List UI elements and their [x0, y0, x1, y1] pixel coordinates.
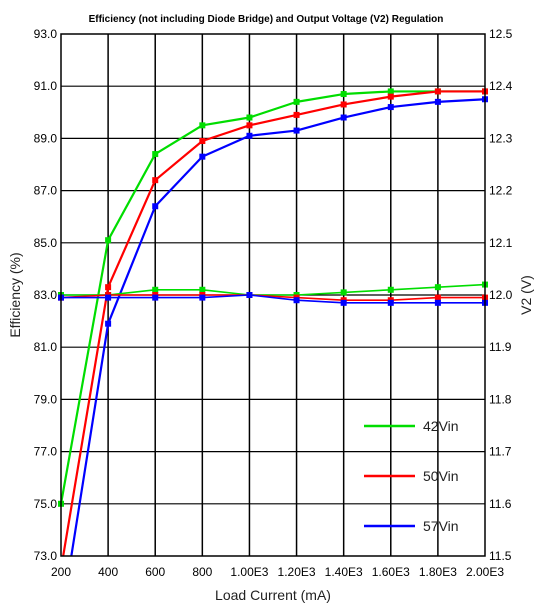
data-point-voltage-57vin: [152, 294, 159, 301]
data-point-efficiency-50vin: [199, 138, 206, 145]
data-point-efficiency-50vin: [152, 177, 159, 184]
y-left-tick-label: 93.0: [34, 27, 58, 41]
series-line-efficiency-42vin: [61, 90, 485, 504]
x-axis-ticks: 200 400 600 800 1.00E3 1.20E3 1.40E3 1.60E3 1.80…: [51, 565, 504, 579]
x-tick-label: 600: [145, 565, 165, 579]
y-right-tick-label: 11.5: [489, 549, 512, 563]
data-point-voltage-57vin: [387, 299, 394, 306]
y-left-tick-label: 89.0: [34, 131, 58, 145]
data-point-voltage-57vin: [199, 294, 206, 301]
series-line-voltage-50vin: [61, 294, 485, 302]
data-point-efficiency-42vin: [387, 88, 394, 95]
data-point-efficiency-42vin: [293, 98, 300, 105]
legend-label-57vin: 57Vin: [423, 518, 459, 534]
x-tick-label: 200: [51, 565, 71, 579]
y-right-tick-label: 11.9: [489, 340, 512, 354]
y-right-tick-label: 12.3: [489, 131, 513, 145]
x-axis-label: Load Current (mA): [215, 587, 331, 603]
series-clip-group: [61, 90, 485, 556]
series-line-voltage-57vin: [61, 294, 485, 304]
data-point-efficiency-57vin: [387, 104, 394, 111]
y-left-tick-label: 73.0: [34, 549, 58, 563]
chart-title: Efficiency (not including Diode Bridge) …: [89, 14, 444, 25]
series-line-efficiency-50vin: [62, 90, 485, 556]
series-line-voltage-42vin: [61, 283, 485, 296]
data-point-efficiency-50vin: [246, 122, 253, 129]
y-left-tick-label: 91.0: [34, 79, 58, 93]
data-point-efficiency-42vin: [246, 114, 253, 121]
data-point-voltage-57vin: [293, 297, 300, 304]
data-point-voltage-57vin: [105, 294, 112, 301]
data-point-efficiency-57vin: [152, 203, 159, 210]
data-point-efficiency-57vin: [246, 132, 253, 139]
y-left-tick-label: 77.0: [34, 445, 58, 459]
data-point-efficiency-50vin: [293, 111, 300, 118]
data-point-efficiency-42vin: [105, 237, 112, 244]
data-point-efficiency-57vin: [434, 98, 441, 105]
data-point-efficiency-50vin: [340, 101, 347, 108]
y-left-tick-label: 75.0: [34, 497, 58, 511]
y-right-tick-label: 11.8: [489, 392, 512, 406]
data-point-efficiency-57vin: [199, 153, 206, 160]
x-tick-label: 1.80E3: [419, 565, 457, 579]
data-point-voltage-42vin: [340, 289, 347, 296]
y-right-axis-label: V2 (V): [518, 275, 534, 315]
x-tick-label: 400: [98, 565, 118, 579]
y-left-tick-label: 85.0: [34, 236, 58, 250]
x-tick-label: 1.00E3: [230, 565, 268, 579]
data-point-efficiency-57vin: [293, 127, 300, 134]
y-left-axis-label: Efficiency (%): [7, 252, 23, 337]
data-point-efficiency-57vin: [340, 114, 347, 121]
y-left-tick-label: 83.0: [34, 288, 58, 302]
data-point-voltage-50vin: [434, 294, 441, 301]
y-right-tick-label: 12.5: [489, 27, 513, 41]
data-point-voltage-57vin: [434, 299, 441, 306]
data-point-efficiency-42vin: [152, 151, 159, 158]
data-point-voltage-42vin: [199, 286, 206, 293]
data-point-efficiency-50vin: [434, 88, 441, 95]
y-left-tick-label: 79.0: [34, 392, 58, 406]
data-point-voltage-57vin: [246, 292, 253, 298]
data-point-voltage-42vin: [387, 286, 394, 293]
y-left-tick-label: 87.0: [34, 184, 58, 198]
y-right-tick-label: 12.2: [489, 184, 513, 198]
x-tick-label: 800: [192, 565, 212, 579]
data-point-voltage-42vin: [434, 284, 441, 291]
y-left-axis-ticks: 73.0 75.0 77.0 79.0 81.0 83.0 85.0 87.0 89.0 91.0…: [34, 27, 58, 563]
data-point-efficiency-50vin: [387, 93, 394, 100]
data-point-efficiency-57vin: [105, 320, 112, 327]
x-tick-label: 2.00E3: [466, 565, 504, 579]
y-right-tick-label: 12.0: [489, 288, 513, 302]
y-left-tick-label: 81.0: [34, 340, 58, 354]
y-right-axis-ticks: 11.5 11.6 11.7 11.8 11.9 12.0 12.1 12.2 12.3 12.4…: [489, 27, 513, 563]
data-point-efficiency-50vin: [105, 284, 112, 291]
y-right-tick-label: 11.6: [489, 497, 512, 511]
y-right-tick-label: 12.4: [489, 79, 513, 93]
x-tick-label: 1.40E3: [325, 565, 363, 579]
legend-label-50vin: 50Vin: [423, 468, 459, 484]
data-point-voltage-57vin: [340, 299, 347, 306]
legend: 42Vin 50Vin 57Vin: [364, 418, 459, 534]
x-tick-label: 1.60E3: [372, 565, 410, 579]
data-point-voltage-42vin: [152, 286, 159, 293]
series-line-efficiency-57vin: [70, 98, 485, 556]
y-right-tick-label: 11.7: [489, 445, 512, 459]
y-right-tick-label: 12.1: [489, 236, 513, 250]
data-point-efficiency-42vin: [340, 91, 347, 98]
data-point-efficiency-42vin: [199, 122, 206, 129]
legend-label-42vin: 42Vin: [423, 418, 459, 434]
plot-frame: [60, 33, 486, 557]
x-tick-label: 1.20E3: [278, 565, 316, 579]
